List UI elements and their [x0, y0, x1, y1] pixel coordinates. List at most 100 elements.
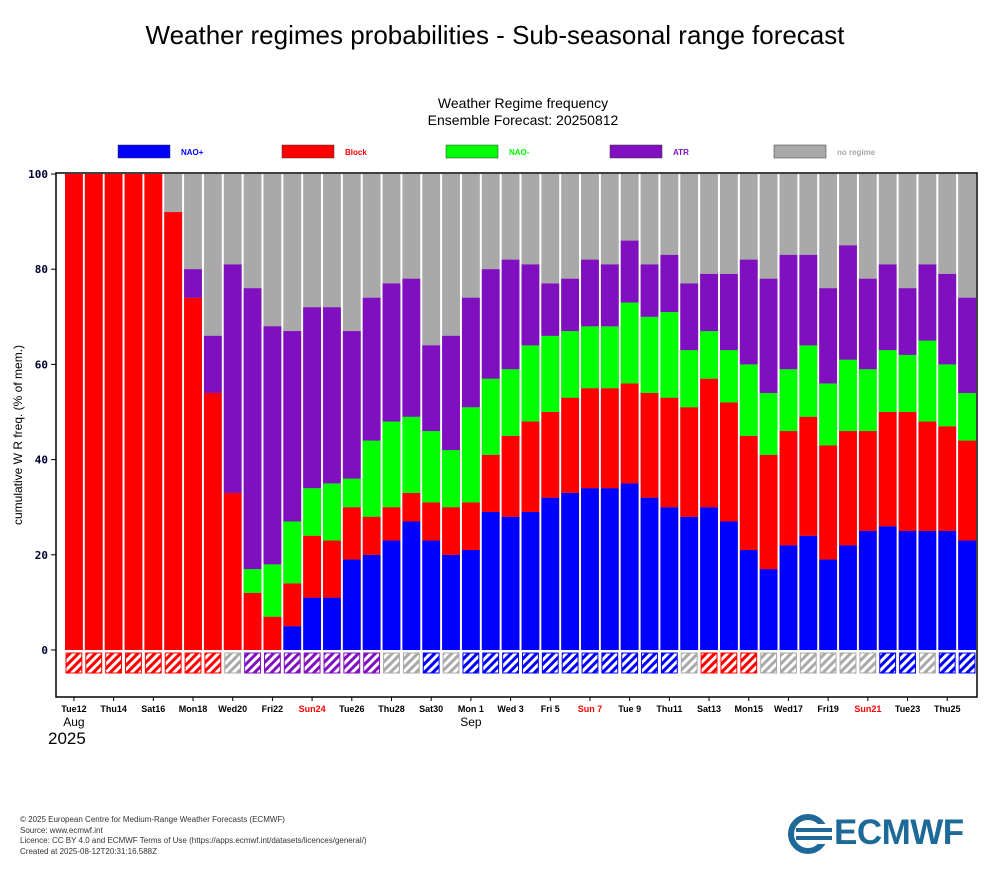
legend-swatch [773, 144, 827, 159]
nao-minus-segment [839, 359, 857, 432]
y-tick-label: 0 [41, 644, 48, 657]
dominant-regime-box [740, 652, 758, 674]
block-segment [958, 440, 976, 541]
atr-segment [362, 297, 381, 441]
x-tick-label: Wed 3 [497, 704, 523, 714]
atr-segment [184, 269, 202, 298]
nao-plus-segment [819, 559, 838, 650]
month-label: Aug [63, 715, 84, 729]
x-tick-label: Thu11 [656, 704, 682, 714]
atr-segment [521, 264, 540, 346]
nao-minus-segment [342, 478, 361, 508]
ecmwf-logo-icon [788, 814, 832, 854]
dominant-regime-box [244, 652, 261, 674]
block-segment [144, 174, 163, 650]
block-segment [581, 388, 599, 489]
block-segment [858, 431, 877, 531]
nao-minus-segment [918, 340, 937, 422]
atr-segment [858, 278, 877, 370]
dominant-regime-box [799, 652, 817, 674]
nao-plus-segment [878, 526, 897, 650]
dominant-regime-box [105, 652, 123, 674]
x-tick-label: Tue12 [61, 704, 86, 714]
nao-minus-segment [561, 331, 580, 398]
block-segment [422, 502, 441, 541]
nao-minus-segment [283, 521, 302, 584]
x-tick-label: Mon18 [179, 704, 208, 714]
year-label: 2025 [48, 729, 86, 748]
nao-plus-segment [898, 531, 917, 650]
block-segment [203, 392, 222, 650]
block-segment [65, 174, 83, 650]
dominant-regime-box [660, 652, 678, 674]
nao-minus-segment [719, 350, 738, 403]
chart-legend: NAO+ Block NAO- ATR no regime [117, 144, 876, 159]
x-tick-label: Sun21 [854, 704, 881, 714]
atr-segment [382, 283, 401, 422]
nao-minus-segment [481, 378, 500, 455]
block-segment [442, 507, 460, 555]
dominant-regime-box [184, 652, 202, 674]
y-axis-label: cumulative W R freq. (% of mem.) [11, 345, 25, 525]
block-segment [779, 431, 798, 546]
dominant-regime-box [125, 652, 142, 674]
legend-label: no regime [837, 148, 876, 157]
block-segment [263, 616, 282, 650]
regime-frequency-chart: Weather Regime frequency Ensemble Foreca… [11, 95, 978, 748]
nao-plus-segment [283, 626, 302, 650]
nao-minus-segment [521, 345, 540, 422]
ecmwf-logo: ECMWF [786, 812, 976, 856]
block-segment [640, 392, 659, 498]
dominant-regime-box [144, 652, 162, 674]
nao-plus-segment [779, 545, 798, 650]
dominant-regime-box [918, 652, 936, 674]
nao-minus-segment [541, 335, 560, 412]
atr-segment [481, 269, 500, 379]
atr-segment [323, 307, 341, 484]
block-segment [521, 421, 540, 512]
block-segment [104, 174, 123, 650]
dominant-regime-box [879, 652, 897, 674]
nao-plus-segment [481, 511, 500, 650]
atr-segment [660, 254, 679, 313]
dominant-regime-box [204, 652, 222, 674]
chart-axes: 0 20 40 60 80 100 Tue12 Thu14 Sat16 Mon18 Wed20 Fri… [28, 168, 978, 748]
x-tick-label: Thu25 [934, 704, 961, 714]
nao-plus-segment [382, 540, 401, 650]
atr-segment [640, 264, 659, 317]
block-segment [501, 435, 520, 517]
stacked-bars [65, 174, 976, 674]
atr-segment [203, 335, 222, 393]
atr-segment [719, 273, 738, 351]
nao-plus-segment [799, 535, 818, 650]
nao-plus-segment [620, 483, 639, 650]
footer-licence: Licence: CC BY 4.0 and ECMWF Terms of Us… [20, 836, 367, 845]
x-tick-label: Sun 7 [578, 704, 603, 714]
y-tick-label: 40 [35, 454, 48, 467]
nao-plus-segment [700, 507, 718, 650]
dominant-regime-box [502, 652, 519, 674]
block-segment [541, 412, 560, 498]
nao-minus-segment [461, 407, 480, 503]
page-title: Weather regimes probabilities - Sub-seas… [145, 20, 845, 50]
chart-subtitle: Ensemble Forecast: 20250812 [428, 112, 619, 128]
atr-segment [243, 288, 262, 570]
legend-swatch [117, 144, 171, 159]
nao-minus-segment [640, 316, 659, 393]
nao-plus-segment [362, 554, 381, 650]
block-segment [164, 212, 183, 650]
nao-minus-segment [660, 312, 679, 398]
atr-segment [600, 264, 619, 327]
nao-minus-segment [938, 364, 957, 427]
block-segment [402, 492, 421, 522]
nao-minus-segment [799, 345, 818, 417]
block-segment [700, 378, 718, 508]
legend-swatch [281, 144, 335, 159]
nao-minus-segment [858, 369, 877, 432]
x-tick-label: Sat13 [697, 704, 721, 714]
atr-segment [442, 335, 460, 451]
x-tick-label: Wed20 [218, 704, 247, 714]
y-tick-label: 80 [35, 263, 48, 276]
nao-plus-segment [640, 497, 659, 650]
dominant-regime-box [641, 652, 658, 674]
